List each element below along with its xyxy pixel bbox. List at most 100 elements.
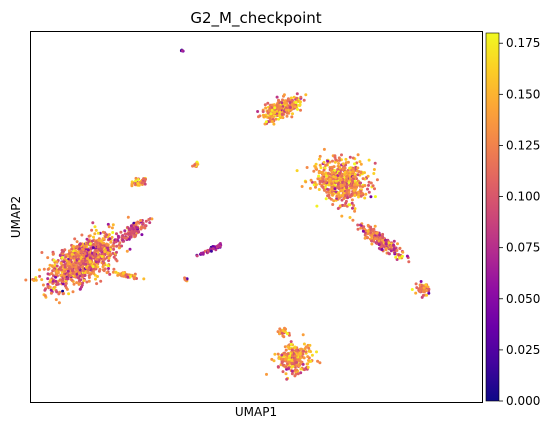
cell-point xyxy=(350,198,354,202)
cell-point xyxy=(134,179,138,183)
cell-point xyxy=(427,287,431,291)
cell-point xyxy=(405,254,409,258)
cell-point xyxy=(294,349,298,352)
cell-point xyxy=(32,279,36,282)
cell-point xyxy=(110,226,114,230)
cell-point xyxy=(389,244,393,248)
cell-point xyxy=(332,165,336,169)
cell-point xyxy=(81,265,85,269)
cell-point xyxy=(262,114,266,118)
cell-point xyxy=(128,247,132,251)
cell-point xyxy=(100,255,104,258)
cell-point xyxy=(369,225,373,229)
cell-point xyxy=(52,274,55,278)
cell-point xyxy=(66,277,70,280)
cell-point xyxy=(392,239,396,243)
cell-point xyxy=(421,294,425,297)
cell-point xyxy=(95,257,99,261)
cell-point xyxy=(387,252,391,256)
cell-point xyxy=(353,162,356,166)
cell-point xyxy=(69,274,72,278)
cell-point xyxy=(277,99,281,103)
cell-point xyxy=(60,256,64,259)
cell-point xyxy=(314,166,318,169)
cell-point xyxy=(361,185,365,189)
cell-point xyxy=(206,249,210,252)
cell-point xyxy=(370,239,373,243)
cell-point xyxy=(295,92,299,96)
cell-point xyxy=(407,260,411,264)
cell-point xyxy=(112,247,116,251)
cell-point xyxy=(51,252,55,256)
cell-point xyxy=(327,193,331,197)
cell-point xyxy=(351,168,355,171)
cell-point xyxy=(287,109,290,112)
cell-point xyxy=(273,106,277,110)
cell-point xyxy=(364,192,368,196)
cell-point xyxy=(124,236,128,240)
cell-point xyxy=(64,286,68,290)
cell-point xyxy=(380,234,384,238)
cell-point xyxy=(314,183,318,187)
cell-point xyxy=(289,340,293,344)
cell-point xyxy=(101,241,105,245)
cell-point xyxy=(209,249,213,253)
cell-point xyxy=(75,272,79,276)
cell-point xyxy=(53,285,57,289)
cell-point xyxy=(274,117,278,121)
cell-point xyxy=(70,278,74,282)
cell-point xyxy=(61,292,65,296)
cell-point xyxy=(99,239,103,243)
cell-point xyxy=(66,262,70,266)
cell-point xyxy=(49,288,53,292)
cell-point xyxy=(324,183,328,187)
cell-point xyxy=(106,222,110,226)
cell-point xyxy=(280,361,284,365)
cell-point xyxy=(393,251,397,255)
cell-point xyxy=(414,282,418,286)
cell-point xyxy=(359,162,363,166)
cell-point xyxy=(296,107,299,111)
cell-point xyxy=(272,122,276,126)
cell-point xyxy=(372,172,376,175)
cell-point xyxy=(308,186,312,190)
cell-point xyxy=(266,101,270,105)
cell-point xyxy=(373,195,377,199)
cell-point xyxy=(305,362,309,366)
cell-point xyxy=(139,219,143,222)
cell-point xyxy=(315,204,319,208)
cell-point xyxy=(136,182,140,185)
scatter-points xyxy=(24,48,431,381)
cell-point xyxy=(43,294,47,298)
cell-point xyxy=(365,235,369,239)
cell-point xyxy=(123,229,127,233)
cell-point xyxy=(131,226,135,230)
cell-point xyxy=(258,114,262,118)
cell-point xyxy=(341,162,345,166)
cell-point xyxy=(60,248,64,252)
cell-point xyxy=(350,186,354,190)
cell-point xyxy=(383,245,386,249)
cell-point xyxy=(62,260,66,264)
cell-point xyxy=(350,201,354,205)
cell-point xyxy=(356,227,360,231)
cell-point xyxy=(287,367,290,371)
cell-point xyxy=(333,187,337,191)
cell-point xyxy=(120,244,124,248)
cell-point xyxy=(83,273,87,277)
cell-point xyxy=(61,282,65,286)
cluster-center-dot xyxy=(183,276,189,283)
cell-point xyxy=(305,166,309,169)
cell-point xyxy=(108,272,112,276)
cell-point xyxy=(343,166,347,170)
cell-point xyxy=(58,254,62,257)
cell-point xyxy=(307,346,311,350)
cell-point xyxy=(395,249,399,252)
cell-point xyxy=(107,256,111,260)
cell-point xyxy=(106,264,110,268)
cell-point xyxy=(276,352,280,356)
cell-point xyxy=(373,224,377,228)
cell-point xyxy=(74,265,78,269)
cell-point xyxy=(49,291,53,295)
cell-point xyxy=(88,265,92,269)
